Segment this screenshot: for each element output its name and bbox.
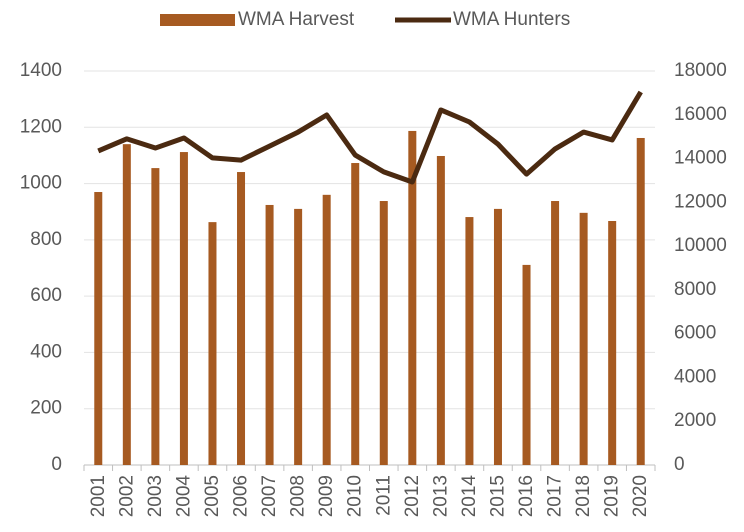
y-tick-label: 1400 — [20, 60, 62, 81]
x-tick-label: 2004 — [173, 475, 194, 518]
x-tick-label: 2001 — [88, 475, 109, 517]
x-tick-label: 2014 — [459, 475, 480, 518]
y-tick-label: 1200 — [20, 116, 62, 137]
y2-tick-label: 14000 — [674, 148, 727, 169]
x-tick-label: 2018 — [573, 475, 594, 517]
bar — [551, 201, 560, 465]
bar — [179, 152, 188, 465]
bar — [237, 172, 246, 466]
y2-tick-label: 16000 — [674, 104, 727, 125]
x-tick-label: 2019 — [602, 475, 623, 517]
x-tick-label: 2013 — [430, 475, 451, 517]
bar — [265, 204, 274, 465]
x-tick-label: 2011 — [373, 475, 394, 516]
bar — [493, 208, 502, 465]
x-tick-label: 2012 — [402, 475, 423, 517]
bar — [122, 144, 131, 465]
legend-swatch — [160, 14, 235, 26]
bar — [351, 163, 360, 465]
bar — [579, 212, 588, 465]
bar — [408, 130, 417, 466]
line — [97, 90, 643, 185]
x-tick-label: 2003 — [145, 475, 166, 517]
x-tick-label: 2006 — [231, 475, 252, 517]
x-tick-label: 2009 — [316, 475, 337, 517]
y2-tick-label: 6000 — [674, 323, 716, 344]
y-tick-label: 1000 — [20, 173, 62, 194]
y2-tick-label: 4000 — [674, 366, 716, 387]
bar — [436, 155, 445, 465]
legend-label: WMA Harvest — [238, 9, 355, 30]
bar — [522, 264, 531, 465]
x-tick-label: 2002 — [116, 475, 137, 517]
legend-label: WMA Hunters — [453, 9, 570, 30]
x-tick-label: 2008 — [288, 475, 309, 517]
bar — [608, 221, 617, 465]
bar — [208, 222, 217, 465]
x-tick-label: 2017 — [545, 475, 566, 517]
y-tick-label: 400 — [30, 341, 62, 362]
bar — [294, 208, 303, 465]
y2-tick-label: 12000 — [674, 191, 727, 212]
y2-tick-label: 2000 — [674, 410, 716, 431]
y2-tick-label: 8000 — [674, 279, 716, 300]
bar — [322, 194, 331, 466]
y2-tick-label: 0 — [674, 454, 685, 475]
y-tick-label: 800 — [30, 229, 62, 250]
y-tick-label: 600 — [30, 285, 62, 306]
bar — [94, 192, 103, 465]
y-tick-label: 200 — [30, 398, 62, 419]
bar — [465, 217, 474, 465]
bar — [151, 168, 160, 466]
y2-tick-label: 10000 — [674, 235, 727, 256]
x-tick-label: 2015 — [487, 475, 508, 517]
x-tick-label: 2007 — [259, 475, 280, 517]
x-tick-label: 2016 — [516, 475, 537, 517]
bar — [636, 137, 645, 466]
x-tick-label: 2005 — [202, 475, 223, 517]
bar — [379, 201, 388, 465]
y2-tick-label: 18000 — [674, 60, 727, 81]
x-tick-label: 2020 — [630, 475, 651, 517]
x-tick-label: 2010 — [345, 475, 366, 517]
y-tick-label: 0 — [51, 454, 62, 475]
